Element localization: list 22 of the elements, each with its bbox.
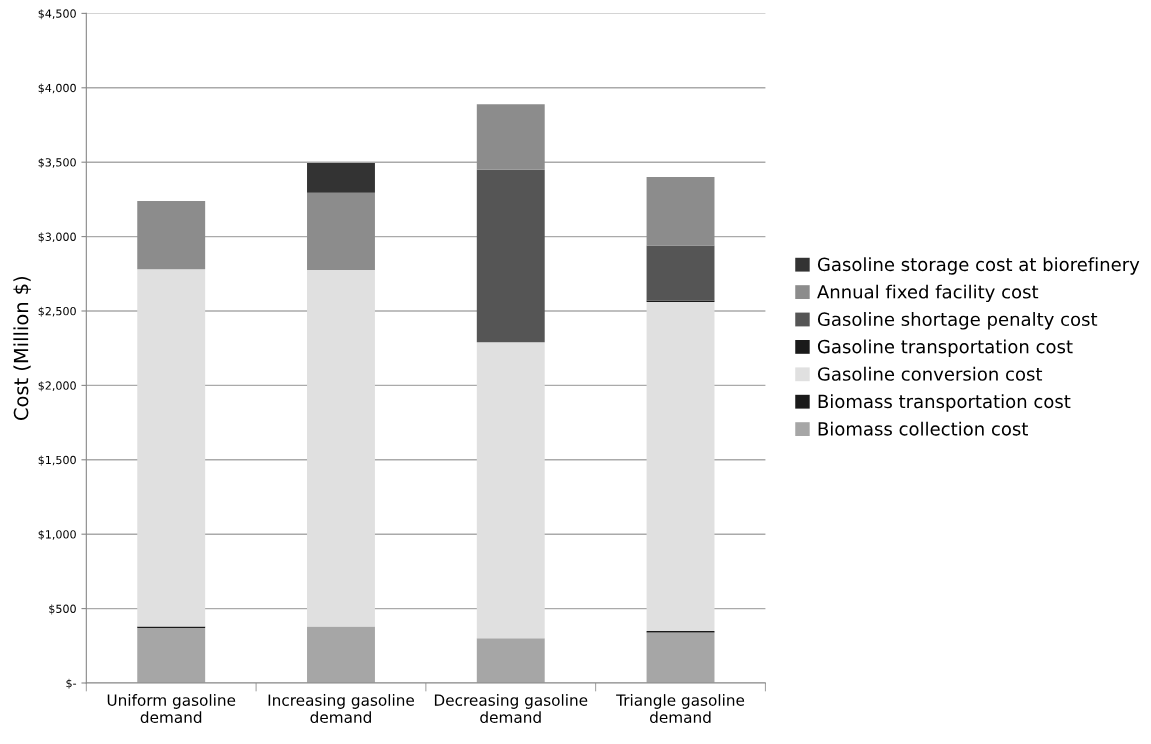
y-tick-label: $- — [66, 678, 77, 689]
y-tick-label: $1,000 — [38, 529, 76, 541]
legend-label: Gasoline storage cost at biorefinery — [817, 257, 1140, 275]
legend-label: Biomass transportation cost — [818, 394, 1071, 412]
y-tick-label: $2,000 — [38, 381, 76, 392]
y-tick-label: $1,500 — [38, 455, 76, 466]
legend-label: Gasoline shortage penalty cost — [817, 312, 1098, 330]
x-tick-label: Triangle gasoline demand — [616, 694, 745, 724]
x-tick-label: Uniform gasoline demand — [107, 694, 236, 724]
legend-label: Biomass collection cost — [818, 421, 1028, 436]
y-tick-label: $4,500 — [38, 9, 76, 20]
y-tick-label: $4,000 — [38, 83, 76, 94]
y-tick-label: $3,000 — [38, 232, 76, 243]
y-tick-label: $2,500 — [38, 306, 76, 317]
x-tick-label: Decreasing gasoline demand — [434, 694, 588, 724]
legend-label: Annual fixed facility cost — [817, 284, 1039, 303]
y-tick-label: $3,500 — [38, 157, 76, 169]
x-tick-label: Increasing gasoline demand — [268, 694, 414, 724]
y-tick-label: $500 — [49, 604, 76, 615]
legend-label: Gasoline transportation cost — [817, 339, 1073, 357]
legend-label: Gasoline conversion cost — [817, 366, 1043, 381]
y-axis-title: Cost (Million $) — [13, 276, 31, 420]
